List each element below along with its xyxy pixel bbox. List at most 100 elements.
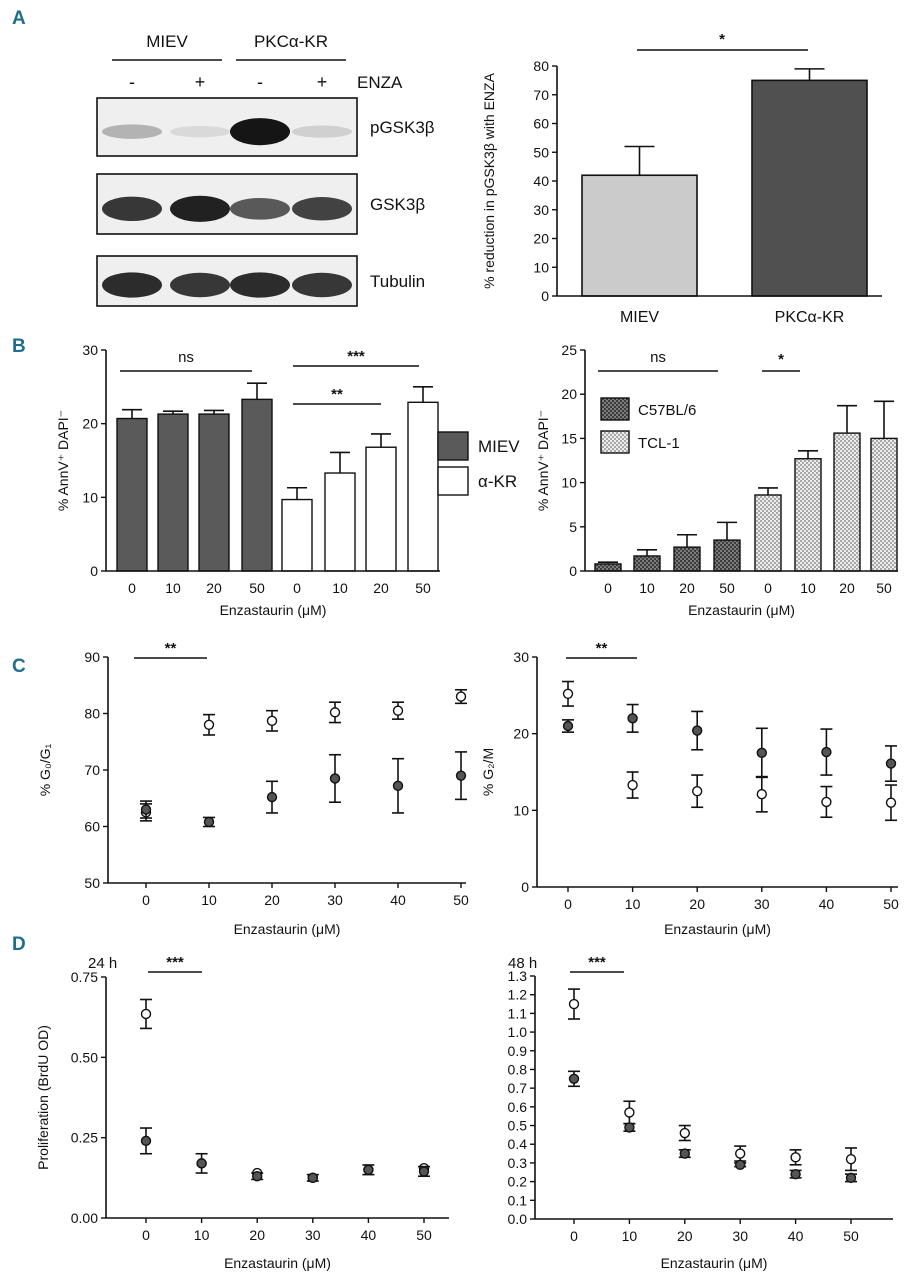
chart-title: 48 h xyxy=(508,955,537,972)
y-tick-label: 0.8 xyxy=(508,1061,528,1077)
y-tick-label: 0.4 xyxy=(508,1136,528,1152)
y-tick-label: 0.25 xyxy=(71,1130,98,1146)
y-tick-label: 10 xyxy=(513,802,529,818)
data-point xyxy=(845,1172,857,1184)
y-tick-label: 0 xyxy=(90,563,98,579)
blot-band-0-2 xyxy=(230,118,290,146)
data-point xyxy=(562,720,574,732)
blot-lane-2: + xyxy=(195,72,206,92)
data-point xyxy=(266,791,278,803)
data-point xyxy=(455,691,467,702)
data-point xyxy=(455,770,467,781)
data-point xyxy=(329,707,341,718)
bar xyxy=(870,437,898,572)
data-point xyxy=(627,713,638,724)
legend-label: C57BL/6 xyxy=(638,402,696,419)
data-point xyxy=(392,705,404,716)
y-tick-label: 0.2 xyxy=(508,1174,528,1190)
y-tick-label: 70 xyxy=(533,87,549,103)
y-tick-label: 0.75 xyxy=(71,969,98,985)
x-tick-label: 50 xyxy=(453,892,469,908)
data-point xyxy=(790,1152,801,1163)
blot-group-miev: MIEV xyxy=(146,32,188,51)
bar xyxy=(324,472,356,572)
blot-row-label: Tubulin xyxy=(370,272,425,291)
blot-band-2-1 xyxy=(170,272,230,298)
chart-b-left: 0 10 20 30 % AnnV⁺ DAPI⁻ 0 10 20 50 0 10 20 50 Enzast… xyxy=(55,342,520,618)
y-tick-label: 70 xyxy=(84,762,100,778)
y-axis-label: % AnnV⁺ DAPI⁻ xyxy=(535,410,551,511)
blot-lane-1: - xyxy=(129,72,135,92)
data-point xyxy=(624,1122,635,1133)
significance-label: ** xyxy=(331,386,343,403)
blot-lane-3: - xyxy=(257,72,263,92)
western-blot: MIEV PKCα-KR - + - + ENZA pGSK3β GSK3β Tub… xyxy=(96,32,435,307)
x-tick-label: 30 xyxy=(327,892,343,908)
data-point xyxy=(679,1148,690,1159)
x-category-label: 0 xyxy=(128,580,136,596)
bar xyxy=(281,498,313,572)
blot-rows: pGSK3β GSK3β Tubulin xyxy=(96,97,435,307)
data-point xyxy=(252,1171,263,1182)
significance-label: *** xyxy=(588,954,606,971)
x-category-label: 20 xyxy=(206,580,222,596)
y-axis-label: % G₀/G₁ xyxy=(37,743,53,796)
data-point xyxy=(821,746,832,758)
data-point xyxy=(885,797,897,808)
y-tick-label: 0 xyxy=(521,879,529,895)
blot-band-1-1 xyxy=(170,195,230,222)
legend-swatch xyxy=(437,431,469,461)
y-axis-label: % reduction in pGSK3β with ENZA xyxy=(481,72,497,288)
y-axis-label: % G₂/M xyxy=(480,748,496,796)
blot-band-0-0 xyxy=(102,124,162,139)
y-tick-label: 50 xyxy=(84,875,100,891)
x-tick-label: 40 xyxy=(390,892,406,908)
x-tick-label: 10 xyxy=(194,1227,210,1243)
x-axis-label: Enzastaurin (μM) xyxy=(661,1255,768,1271)
x-tick-label: 10 xyxy=(625,896,641,912)
y-tick-label: 0.50 xyxy=(71,1049,98,1065)
y-tick-label: 10 xyxy=(82,489,98,505)
blot-band-1-2 xyxy=(230,197,290,220)
data-point xyxy=(790,1168,801,1180)
legend-label: α-KR xyxy=(478,472,517,491)
blot-band-2-3 xyxy=(292,272,352,298)
bar xyxy=(116,417,148,572)
legend-swatch xyxy=(600,397,630,421)
y-tick-label: 0.6 xyxy=(508,1099,528,1115)
x-tick-label: 20 xyxy=(689,896,705,912)
panel-letter-a: A xyxy=(12,8,26,29)
y-tick-label: 40 xyxy=(533,173,549,189)
x-tick-label: 40 xyxy=(361,1227,377,1243)
x-category-label: 10 xyxy=(639,580,655,596)
y-tick-label: 0 xyxy=(569,563,577,579)
x-tick-label: 30 xyxy=(305,1227,321,1243)
bar xyxy=(754,494,782,572)
blot-band-1-3 xyxy=(292,197,352,221)
legend-swatch xyxy=(600,430,630,454)
x-tick-label: 50 xyxy=(883,896,899,912)
y-tick-label: 0.9 xyxy=(508,1043,528,1059)
data-point xyxy=(821,796,832,808)
x-tick-label: 30 xyxy=(732,1228,748,1244)
x-category-label: 50 xyxy=(249,580,265,596)
blot-band-0-3 xyxy=(292,125,352,138)
y-tick-label: 0.7 xyxy=(508,1080,528,1096)
significance-label: *** xyxy=(347,348,365,365)
data-point xyxy=(203,816,215,828)
data-point xyxy=(756,747,767,759)
data-point xyxy=(568,998,580,1010)
data-point xyxy=(562,688,574,699)
y-tick-label: 0 xyxy=(541,288,549,304)
blot-row-label: GSK3β xyxy=(370,195,425,214)
x-category-label: 20 xyxy=(679,580,695,596)
y-tick-label: 20 xyxy=(561,386,577,402)
y-tick-label: 1.3 xyxy=(508,968,528,984)
y-tick-label: 60 xyxy=(533,116,549,132)
x-category-label: 0 xyxy=(293,580,301,596)
x-tick-label: 10 xyxy=(622,1228,638,1244)
blot-row-label: pGSK3β xyxy=(370,118,435,137)
significance-label: *** xyxy=(166,954,184,971)
